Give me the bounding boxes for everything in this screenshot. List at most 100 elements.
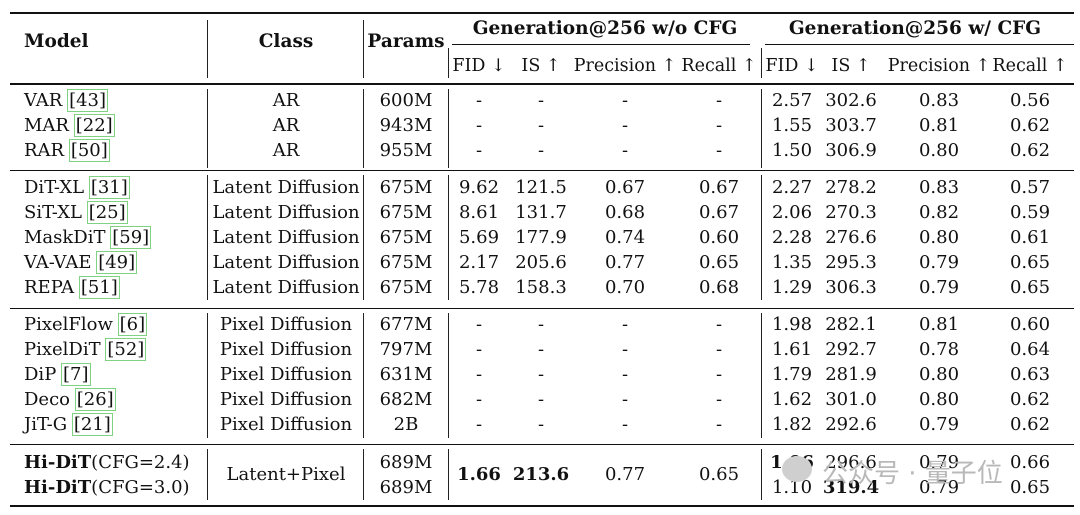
metric-no-cfg: - — [715, 364, 723, 385]
metric-cfg: 0.80 — [918, 364, 960, 385]
citation-link[interactable]: [43] — [67, 89, 109, 112]
metric-no-cfg: - — [715, 314, 723, 335]
watermark-text: 公众号 · 量子位 — [822, 459, 1003, 489]
metric-no-cfg: - — [621, 140, 629, 161]
metric-no-cfg: 131.7 — [515, 202, 567, 223]
metric-cfg: 1.35 — [771, 252, 813, 273]
metric-no-cfg: 8.61 — [458, 202, 500, 223]
ours-metric-cfg: 0.66 — [1009, 452, 1051, 473]
metric-cfg: 1.79 — [771, 364, 813, 385]
metric-cfg: 1.55 — [771, 115, 813, 136]
metric-no-cfg: 0.65 — [698, 252, 740, 273]
metric-no-cfg: 0.68 — [604, 202, 646, 223]
col-divider — [363, 20, 364, 78]
metric-cfg: 0.80 — [918, 140, 960, 161]
col-divider — [363, 175, 364, 300]
model-params: 675M — [379, 202, 433, 223]
col-divider — [363, 449, 364, 500]
citation-link[interactable]: [50] — [68, 139, 110, 162]
metric-cfg: 281.9 — [825, 364, 877, 385]
model-params: 677M — [379, 314, 433, 335]
header-metric: FID ↓ — [765, 56, 819, 76]
metric-cfg: 0.78 — [918, 339, 960, 360]
metric-no-cfg: 0.67 — [698, 202, 740, 223]
metric-no-cfg: - — [475, 90, 483, 111]
metric-cfg: 0.79 — [918, 277, 960, 298]
model-name: JiT-G [21] — [24, 413, 113, 436]
header-params: Params — [367, 31, 445, 52]
citation-link[interactable]: [51] — [78, 276, 120, 299]
metric-no-cfg: 0.77 — [604, 252, 646, 273]
col-divider — [448, 89, 449, 168]
metric-no-cfg: - — [621, 389, 629, 410]
citation-link[interactable]: [25] — [86, 201, 128, 224]
metric-no-cfg: 0.67 — [604, 177, 646, 198]
metric-no-cfg: - — [621, 364, 629, 385]
model-params: 675M — [379, 277, 433, 298]
model-class: Latent Diffusion — [212, 277, 360, 298]
metric-cfg: 292.6 — [825, 414, 877, 435]
col-divider — [761, 313, 762, 438]
header-model: Model — [24, 31, 89, 52]
header-class: Class — [258, 31, 314, 52]
model-class: Latent Diffusion — [212, 227, 360, 248]
metric-cfg: 2.27 — [771, 177, 813, 198]
metric-cfg: 0.80 — [918, 227, 960, 248]
metric-cfg: 0.81 — [918, 115, 960, 136]
citation-link[interactable]: [6] — [117, 313, 148, 336]
metric-cfg: 0.82 — [918, 202, 960, 223]
col-divider — [448, 449, 449, 500]
metric-cfg: 295.3 — [825, 252, 877, 273]
model-name: REPA [51] — [24, 276, 120, 299]
metric-no-cfg: 0.70 — [604, 277, 646, 298]
col-divider — [761, 89, 762, 168]
citation-link[interactable]: [7] — [61, 363, 91, 386]
metric-cfg: 302.6 — [825, 90, 877, 111]
metric-cfg: 0.59 — [1009, 202, 1051, 223]
citation-link[interactable]: [49] — [96, 251, 138, 274]
citation-link[interactable]: [59] — [110, 226, 152, 249]
metric-no-cfg: - — [475, 389, 483, 410]
header-rule — [10, 83, 1074, 85]
metric-cfg: 292.7 — [825, 339, 877, 360]
col-divider — [207, 449, 208, 500]
metric-no-cfg: 0.67 — [698, 177, 740, 198]
citation-link[interactable]: [22] — [73, 114, 115, 137]
ours-metric-cfg: 0.79 — [918, 452, 960, 473]
metric-cfg: 1.61 — [771, 339, 813, 360]
ours-metric-cfg: 319.4 — [822, 477, 880, 498]
citation-link[interactable]: [21] — [71, 413, 113, 436]
col-divider — [207, 20, 208, 78]
model-params: 600M — [379, 90, 433, 111]
metric-cfg: 2.06 — [771, 202, 813, 223]
metric-no-cfg: - — [475, 414, 483, 435]
citation-link[interactable]: [31] — [88, 176, 130, 199]
metric-no-cfg: - — [537, 414, 545, 435]
citation-link[interactable]: [26] — [74, 388, 116, 411]
metric-cfg: 1.98 — [771, 314, 813, 335]
metric-no-cfg: - — [715, 414, 723, 435]
model-name: DiT-XL [31] — [24, 176, 130, 199]
model-name: MAR [22] — [24, 114, 115, 137]
model-class: AR — [272, 115, 300, 136]
cmid-rule-no-cfg — [452, 44, 750, 45]
header-metric: Recall ↑ — [992, 56, 1068, 76]
metric-cfg: 0.81 — [918, 314, 960, 335]
model-name: VAR [43] — [24, 89, 109, 112]
ours-metric-no-cfg: 0.77 — [604, 464, 646, 485]
metric-cfg: 1.62 — [771, 389, 813, 410]
metric-cfg: 0.79 — [918, 252, 960, 273]
metric-no-cfg: - — [537, 90, 545, 111]
ours-model-bold: Hi-DiT — [24, 452, 92, 473]
metric-no-cfg: - — [715, 90, 723, 111]
ours-metric-cfg: 296.6 — [825, 452, 877, 473]
metric-cfg: 0.64 — [1009, 339, 1051, 360]
metric-no-cfg: - — [537, 115, 545, 136]
metric-no-cfg: - — [475, 115, 483, 136]
citation-link[interactable]: [52] — [105, 338, 147, 361]
metric-no-cfg: - — [475, 364, 483, 385]
metric-no-cfg: 177.9 — [515, 227, 567, 248]
model-name: PixelDiT [52] — [24, 338, 147, 361]
metric-no-cfg: - — [715, 115, 723, 136]
metric-no-cfg: 9.62 — [458, 177, 500, 198]
